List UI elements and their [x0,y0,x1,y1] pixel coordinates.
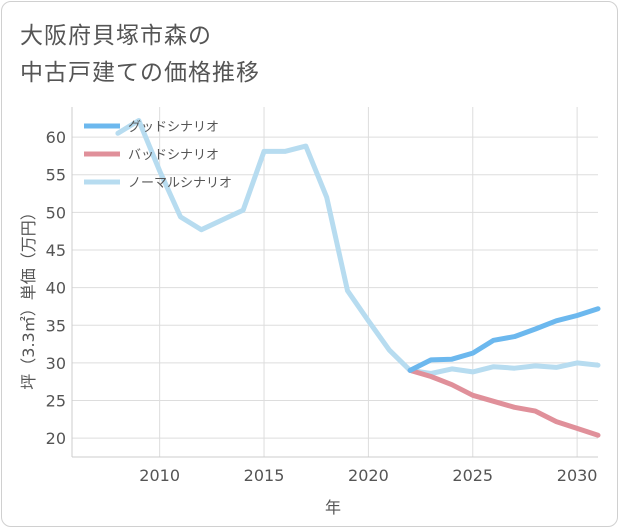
series-lines [115,118,601,438]
x-tick-label: 2015 [244,466,285,485]
y-tick-label: 50 [46,203,66,222]
y-tick-label: 35 [46,316,66,335]
chart-title: 大阪府貝塚市森の 中古戸建ての価格推移 [20,18,260,92]
grid-lines [72,107,598,457]
y-tick-label: 45 [46,241,66,260]
y-tick-label: 30 [46,354,66,373]
series-line-0 [407,306,601,373]
y-tick-label: 55 [46,166,66,185]
legend-label-1: バッドシナリオ [128,148,219,163]
x-tick-labels: 2010 2015 2020 2025 2030 [139,466,597,485]
y-tick-label: 25 [46,392,66,411]
title-line-1: 大阪府貝塚市森の [20,23,212,49]
x-axis-label: 年 [325,498,341,517]
y-tick-labels: 20 25 30 35 40 45 50 55 60 [46,128,66,448]
y-tick-label: 20 [46,429,66,448]
series-line-2 [115,118,601,376]
y-tick-label: 40 [46,279,66,298]
legend-label-2: ノーマルシナリオ [128,176,232,191]
series-line-1 [407,367,601,438]
x-tick-label: 2030 [557,466,598,485]
legend-label-0: グッドシナリオ [128,120,219,135]
x-tick-label: 2020 [348,466,389,485]
title-line-2: 中古戸建ての価格推移 [20,60,260,86]
x-tick-label: 2010 [139,466,180,485]
x-tick-label: 2025 [452,466,493,485]
y-tick-label: 60 [46,128,66,147]
y-axis-label: 坪（3.3㎡）単価（万円） [19,204,38,389]
